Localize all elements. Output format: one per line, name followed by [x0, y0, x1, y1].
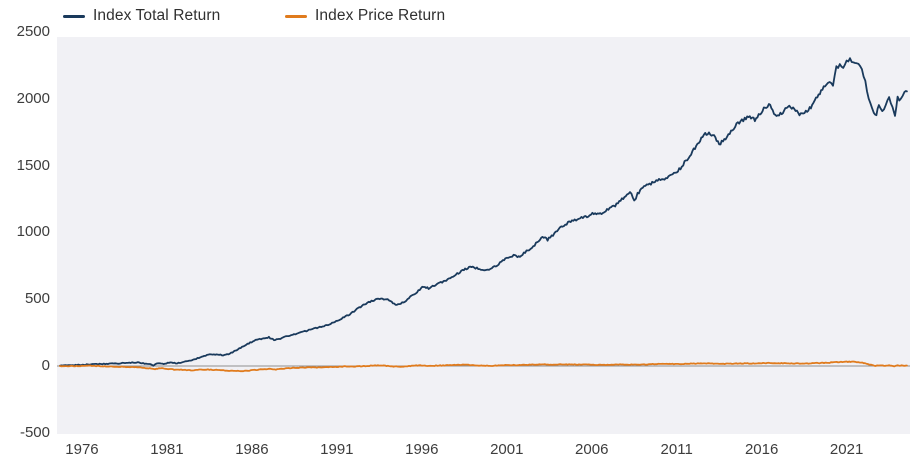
- y-axis-tick-label--500: -500: [19, 423, 50, 441]
- total-return-line: [59, 57, 908, 367]
- y-axis-tick-label-1000: 1000: [16, 223, 50, 241]
- y-axis-tick-label-500: 500: [24, 290, 50, 308]
- x-axis-tick-label-1996: 1996: [405, 441, 439, 458]
- plot-area: [57, 37, 910, 434]
- x-axis-tick-label-1981: 1981: [150, 441, 184, 458]
- x-axis-tick-label-2001: 2001: [490, 441, 524, 458]
- y-axis-tick-label-0: 0: [41, 356, 50, 374]
- chart-canvas: [57, 57, 910, 373]
- y-axis-tick-label-2500: 2500: [16, 22, 50, 40]
- legend-label-total-return: Index Total Return: [93, 7, 221, 24]
- total-return-line-swatch-icon: [63, 14, 85, 18]
- x-axis-tick-label-2016: 2016: [744, 441, 779, 458]
- price-return-line-swatch-icon: [285, 14, 307, 18]
- y-axis-tick-label-1500: 1500: [16, 156, 50, 174]
- legend-label-price-return: Index Price Return: [315, 7, 446, 24]
- y-axis-tick-label-2000: 2000: [16, 89, 50, 107]
- x-axis-tick-label-1976: 1976: [65, 441, 99, 458]
- x-axis-tick-label-1986: 1986: [235, 441, 269, 458]
- legend-item-total-return: Index Total Return: [63, 6, 220, 26]
- x-axis-tick-label-1991: 1991: [320, 441, 354, 458]
- legend-item-price-return: Index Price Return: [285, 6, 445, 26]
- x-axis-tick-label-2006: 2006: [575, 441, 609, 458]
- x-axis-tick-label-2021: 2021: [829, 441, 864, 458]
- x-axis-tick-label-2011: 2011: [660, 441, 693, 458]
- price-return-line: [59, 360, 908, 373]
